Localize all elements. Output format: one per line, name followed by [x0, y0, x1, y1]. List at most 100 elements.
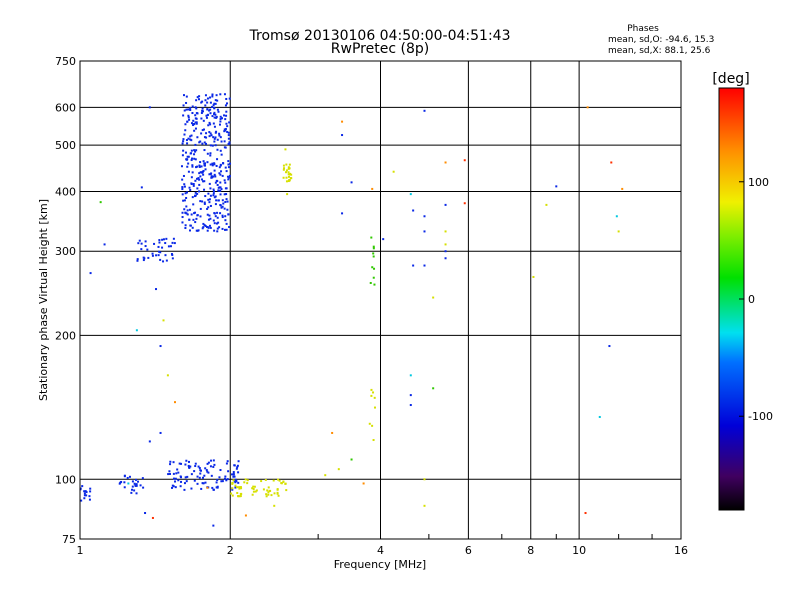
data-point [210, 460, 212, 462]
data-point [410, 394, 412, 396]
data-point [373, 255, 375, 257]
data-point [136, 492, 138, 494]
data-point [373, 277, 375, 279]
data-point [214, 136, 216, 138]
data-point [445, 243, 447, 245]
data-point [255, 491, 257, 493]
data-point [195, 99, 197, 101]
data-point [185, 197, 187, 199]
data-point [532, 276, 534, 278]
data-point [183, 94, 185, 96]
data-point [371, 266, 373, 268]
data-point [194, 480, 196, 482]
data-point [215, 99, 217, 101]
data-point [183, 175, 185, 177]
data-point [213, 107, 215, 109]
data-point [285, 171, 287, 173]
data-point [214, 126, 216, 128]
data-point [189, 187, 191, 189]
data-point [159, 251, 161, 253]
data-point [162, 260, 164, 262]
data-point [194, 114, 196, 116]
data-point [124, 486, 126, 488]
data-point [225, 479, 227, 481]
data-point [202, 129, 204, 131]
data-point [191, 213, 193, 215]
data-point [225, 111, 227, 113]
data-point [141, 243, 143, 245]
data-point [119, 483, 121, 485]
data-point [204, 482, 206, 484]
data-point [227, 213, 229, 215]
data-point [201, 112, 203, 114]
stats-heading: Phases [627, 24, 659, 34]
data-point [83, 497, 85, 499]
data-point [210, 172, 212, 174]
data-point [445, 230, 447, 232]
data-point [445, 161, 447, 163]
x-axis-label: Frequency [MHz] [334, 558, 426, 571]
data-point [230, 493, 232, 495]
data-point [198, 184, 200, 186]
data-point [211, 115, 213, 117]
data-point [89, 490, 91, 492]
data-point [209, 152, 211, 154]
data-point [204, 104, 206, 106]
data-point [182, 150, 184, 152]
data-point [220, 116, 222, 118]
data-point [147, 257, 149, 259]
data-point [203, 149, 205, 151]
data-point [160, 432, 162, 434]
data-point [160, 345, 162, 347]
stats-line-o: mean, sd,O: -94.6, 15.3 [608, 35, 714, 45]
data-point [194, 212, 196, 214]
data-point [545, 204, 547, 206]
data-point [351, 458, 353, 460]
data-point [280, 482, 282, 484]
data-point [216, 212, 218, 214]
data-point [252, 486, 254, 488]
data-point [213, 190, 215, 192]
data-point [286, 177, 288, 179]
data-point [213, 220, 215, 222]
data-point [222, 199, 224, 201]
data-point [192, 171, 194, 173]
data-point [197, 214, 199, 216]
data-point [193, 123, 195, 125]
data-point [218, 476, 220, 478]
y-tick-label: 600 [55, 101, 76, 114]
data-points [79, 93, 623, 526]
data-point [234, 481, 236, 483]
data-point [205, 115, 207, 117]
data-point [188, 119, 190, 121]
data-point [213, 464, 215, 466]
data-point [212, 164, 214, 166]
data-point [188, 156, 190, 158]
y-tick-label: 400 [55, 185, 76, 198]
data-point [184, 186, 186, 188]
data-point [207, 206, 209, 208]
data-point [214, 174, 216, 176]
data-point [193, 183, 195, 185]
data-point [205, 132, 207, 134]
data-point [286, 193, 288, 195]
data-point [195, 107, 197, 109]
data-point [223, 114, 225, 116]
data-point [133, 489, 135, 491]
data-point [206, 226, 208, 228]
axis-ticks: 1 2 4 6 8 10 1675100200300400500600750 [55, 55, 688, 557]
data-point [423, 110, 425, 112]
data-point [227, 460, 229, 462]
data-point [198, 190, 200, 192]
data-point [219, 469, 221, 471]
data-point [224, 229, 226, 231]
data-point [175, 486, 177, 488]
data-point [171, 487, 173, 489]
data-point [213, 230, 215, 232]
data-point [277, 488, 279, 490]
data-point [213, 162, 215, 164]
data-point [236, 492, 238, 494]
data-point [201, 165, 203, 167]
data-point [222, 215, 224, 217]
data-point [214, 114, 216, 116]
